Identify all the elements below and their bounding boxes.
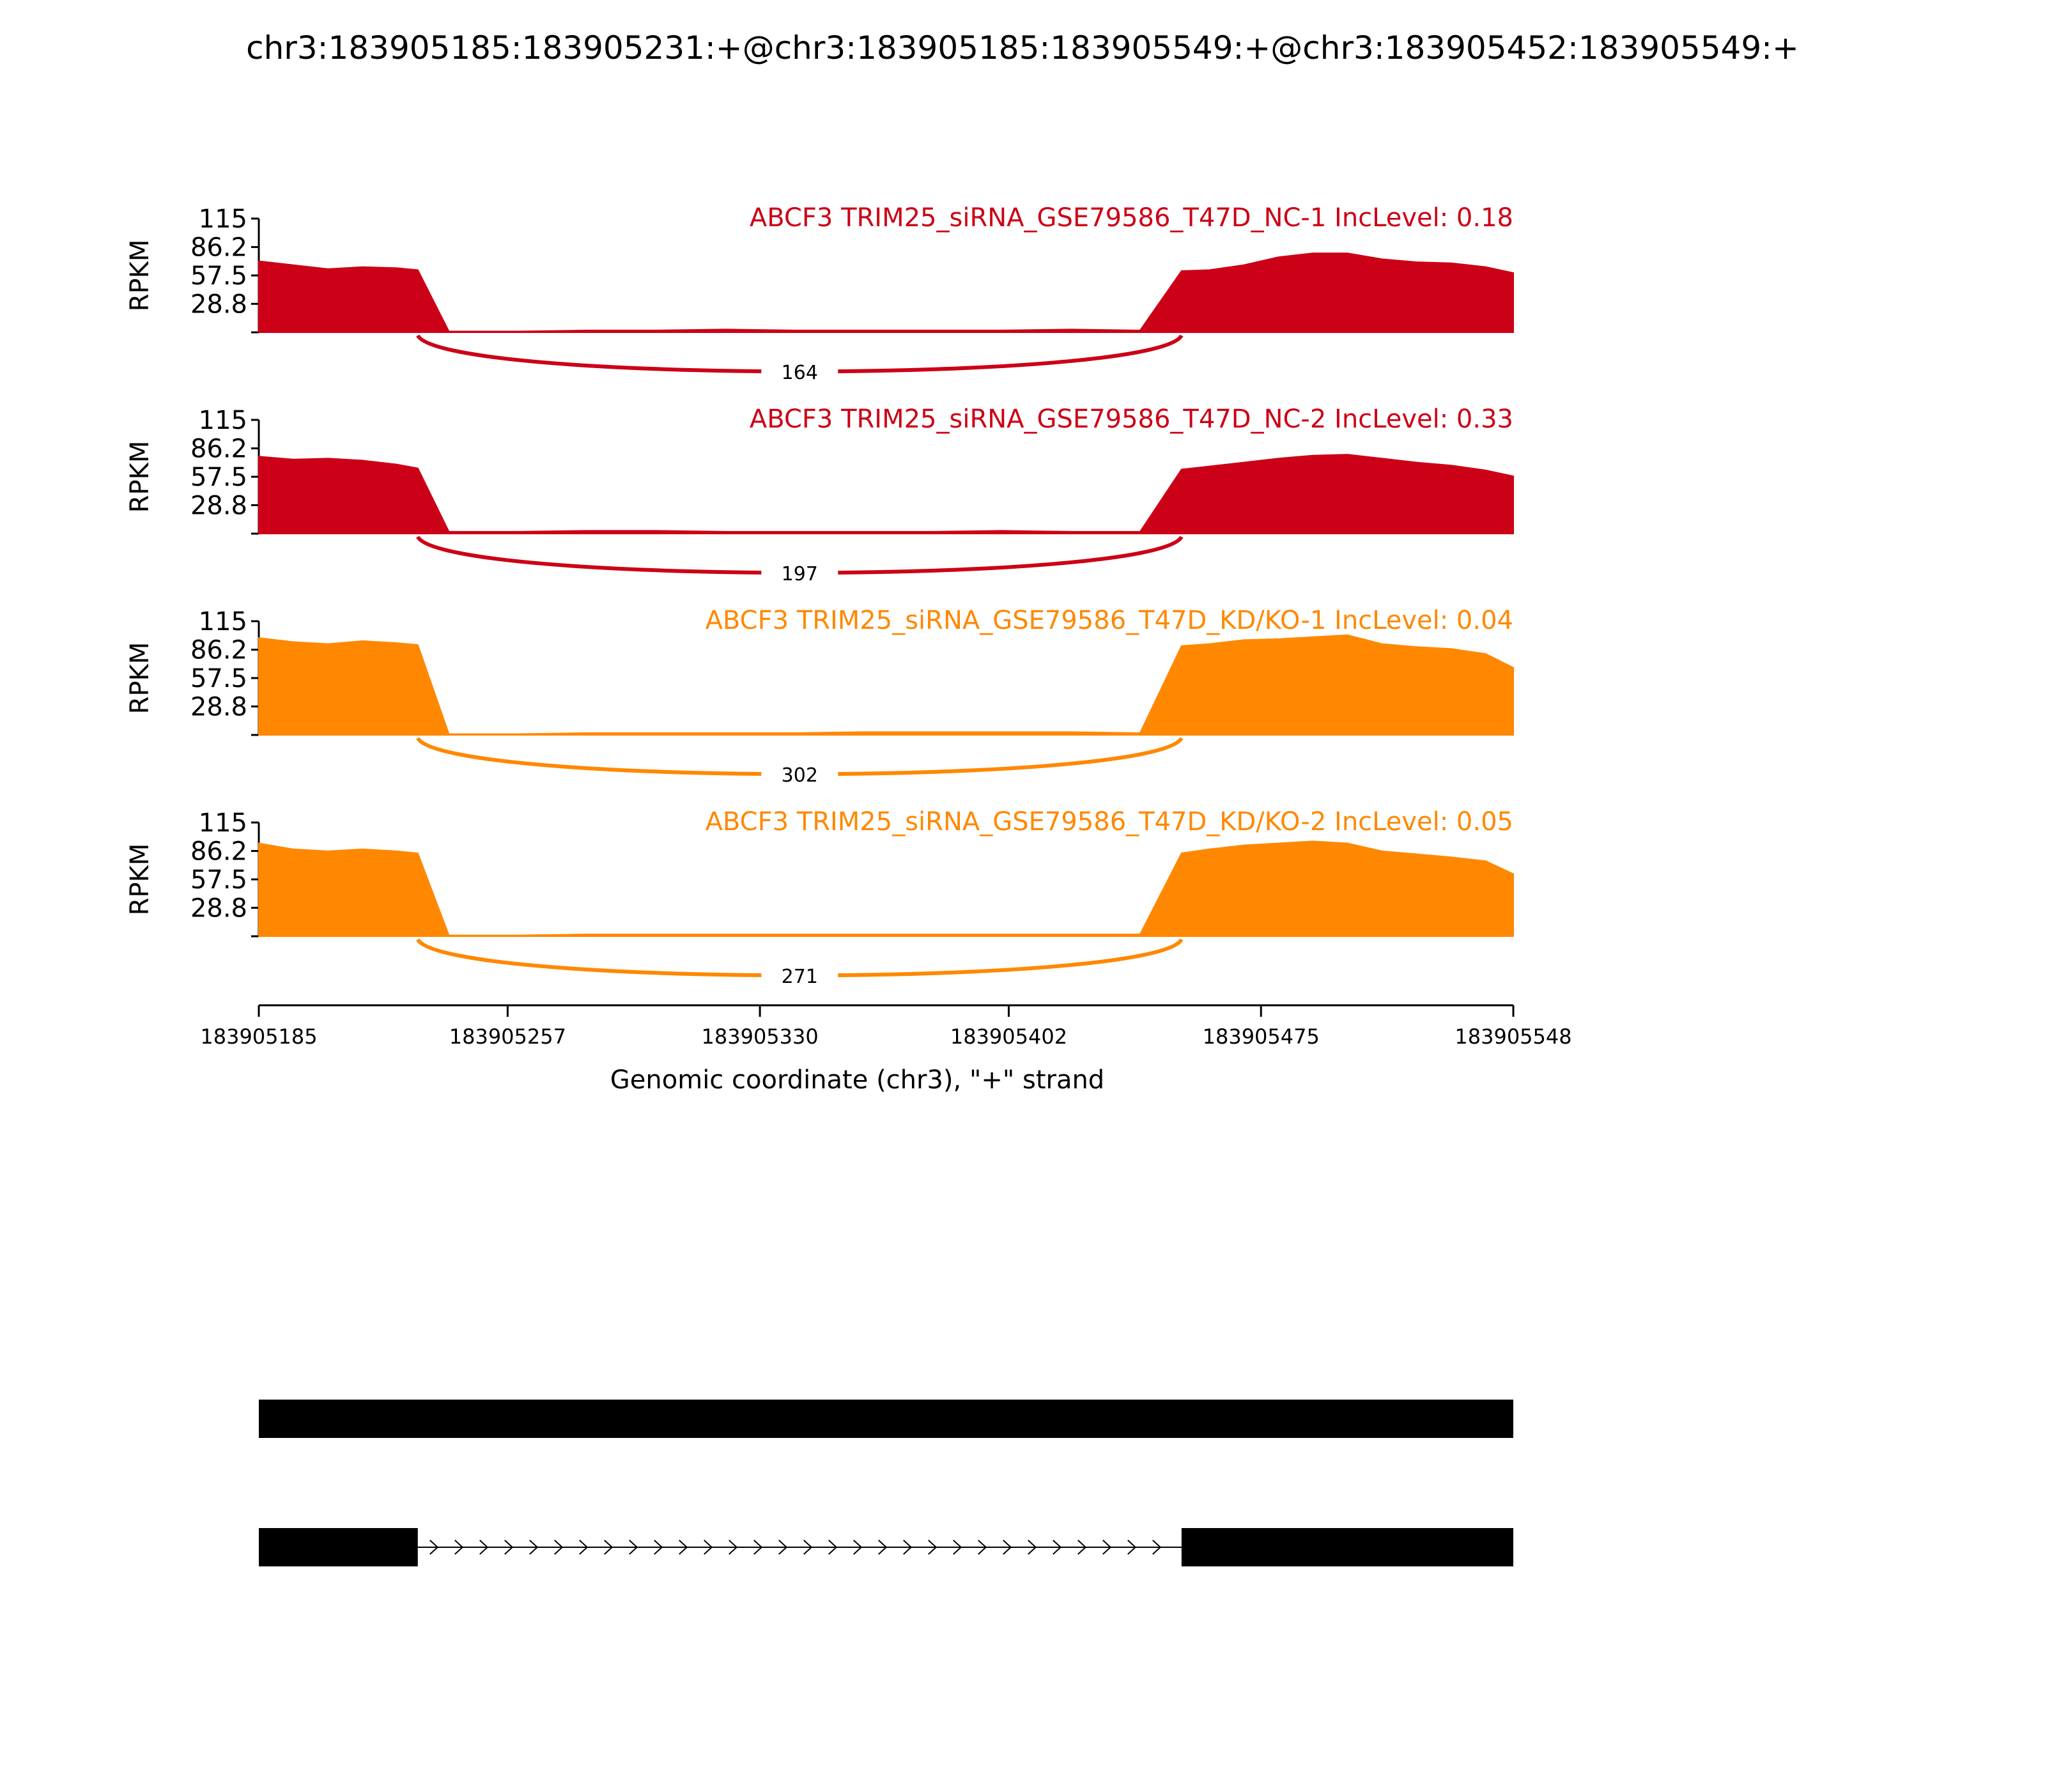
strand-arrow [978, 1540, 987, 1555]
exon-block [259, 1528, 418, 1566]
y-tick-label: 57.5 [190, 261, 247, 291]
y-axis-label: RPKM [125, 844, 155, 916]
strand-arrow [953, 1540, 962, 1555]
strand-arrow [1003, 1540, 1012, 1555]
strand-arrow [479, 1540, 489, 1555]
y-tick-label: 28.8 [190, 692, 247, 722]
strand-arrow [704, 1540, 713, 1555]
strand-arrow [753, 1540, 763, 1555]
strand-arrow [679, 1540, 688, 1555]
strand-arrow [429, 1540, 439, 1555]
y-axis-label: RPKM [125, 240, 155, 312]
junction-label-bg [761, 560, 838, 585]
coverage-area [258, 252, 1514, 333]
y-tick-label: 28.8 [190, 893, 247, 923]
y-tick-label: 57.5 [190, 463, 247, 492]
y-tick-label: 28.8 [190, 491, 247, 520]
strand-arrow [579, 1540, 589, 1555]
coverage-area [258, 454, 1514, 534]
y-axis-label: RPKM [125, 642, 155, 714]
strand-arrow [654, 1540, 663, 1555]
sample-label: ABCF3 TRIM25_siRNA_GSE79586_T47D_KD/KO-1… [706, 606, 1513, 635]
y-tick-label: 115 [199, 406, 247, 435]
strand-arrow [629, 1540, 638, 1555]
strand-arrow [1152, 1540, 1162, 1555]
junction-count-label: 271 [782, 966, 818, 988]
strand-arrow [928, 1540, 938, 1555]
y-tick-label: 115 [199, 607, 247, 637]
y-tick-label: 86.2 [190, 837, 247, 867]
strand-arrow [778, 1540, 788, 1555]
strand-arrow [554, 1540, 564, 1555]
sample-label: ABCF3 TRIM25_siRNA_GSE79586_T47D_KD/KO-2… [706, 807, 1513, 837]
y-tick-label: 86.2 [190, 435, 247, 464]
junction-label-bg [761, 359, 838, 384]
strand-arrow [1053, 1540, 1062, 1555]
sample-label: ABCF3 TRIM25_siRNA_GSE79586_T47D_NC-1 In… [750, 203, 1513, 233]
strand-arrow [729, 1540, 738, 1555]
strand-arrow [853, 1540, 863, 1555]
coverage-area [258, 840, 1514, 937]
strand-arrow [903, 1540, 913, 1555]
strand-arrow [1077, 1540, 1087, 1555]
y-axis-label: RPKM [125, 441, 155, 513]
sample-label: ABCF3 TRIM25_siRNA_GSE79586_T47D_NC-2 In… [750, 405, 1513, 434]
strand-arrow [803, 1540, 813, 1555]
junction-count-label: 197 [782, 563, 818, 585]
strand-arrow [504, 1540, 514, 1555]
strand-arrow [878, 1540, 888, 1555]
y-tick-label: 86.2 [190, 233, 247, 263]
y-tick-label: 57.5 [190, 664, 247, 693]
strand-arrow [1102, 1540, 1112, 1555]
exon-block [259, 1400, 1513, 1438]
strand-arrow [529, 1540, 539, 1555]
y-tick-label: 28.8 [190, 290, 247, 319]
junction-label-bg [761, 761, 838, 787]
x-tick-label: 183905330 [702, 1024, 819, 1049]
y-tick-label: 115 [199, 808, 247, 838]
exon-block [1181, 1528, 1513, 1566]
figure-title: chr3:183905185:183905231:+@chr3:18390518… [246, 29, 1799, 66]
coverage-area [258, 634, 1514, 736]
y-tick-label: 115 [199, 205, 247, 234]
junction-count-label: 164 [782, 362, 818, 384]
x-tick-label: 183905257 [449, 1024, 566, 1049]
y-tick-label: 57.5 [190, 865, 247, 895]
junction-count-label: 302 [782, 764, 818, 787]
strand-arrow [454, 1540, 464, 1555]
y-tick-label: 86.2 [190, 636, 247, 665]
strand-arrow [828, 1540, 838, 1555]
x-tick-label: 183905185 [200, 1024, 317, 1049]
x-tick-label: 183905548 [1455, 1024, 1571, 1049]
strand-arrow [1028, 1540, 1037, 1555]
x-tick-label: 183905475 [1203, 1024, 1320, 1049]
junction-label-bg [761, 962, 838, 988]
strand-arrow [604, 1540, 614, 1555]
x-axis-label: Genomic coordinate (chr3), "+" strand [610, 1065, 1104, 1095]
x-tick-label: 183905402 [950, 1024, 1067, 1049]
strand-arrow [1127, 1540, 1137, 1555]
